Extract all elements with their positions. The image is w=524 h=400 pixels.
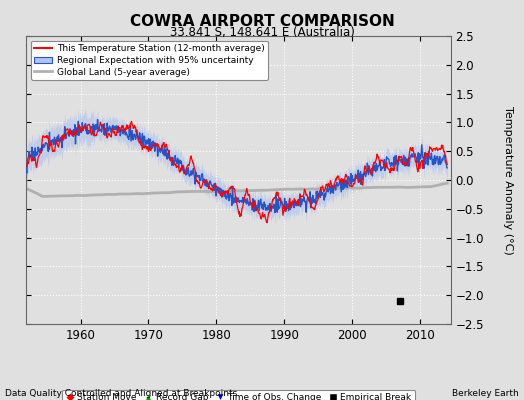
Text: Berkeley Earth: Berkeley Earth [452,389,519,398]
Text: Data Quality Controlled and Aligned at Breakpoints: Data Quality Controlled and Aligned at B… [5,389,237,398]
Text: COWRA AIRPORT COMPARISON: COWRA AIRPORT COMPARISON [129,14,395,29]
Legend: Station Move, Record Gap, Time of Obs. Change, Empirical Break: Station Move, Record Gap, Time of Obs. C… [62,390,415,400]
Y-axis label: Temperature Anomaly (°C): Temperature Anomaly (°C) [504,106,514,254]
Text: 33.841 S, 148.641 E (Australia): 33.841 S, 148.641 E (Australia) [170,26,354,39]
